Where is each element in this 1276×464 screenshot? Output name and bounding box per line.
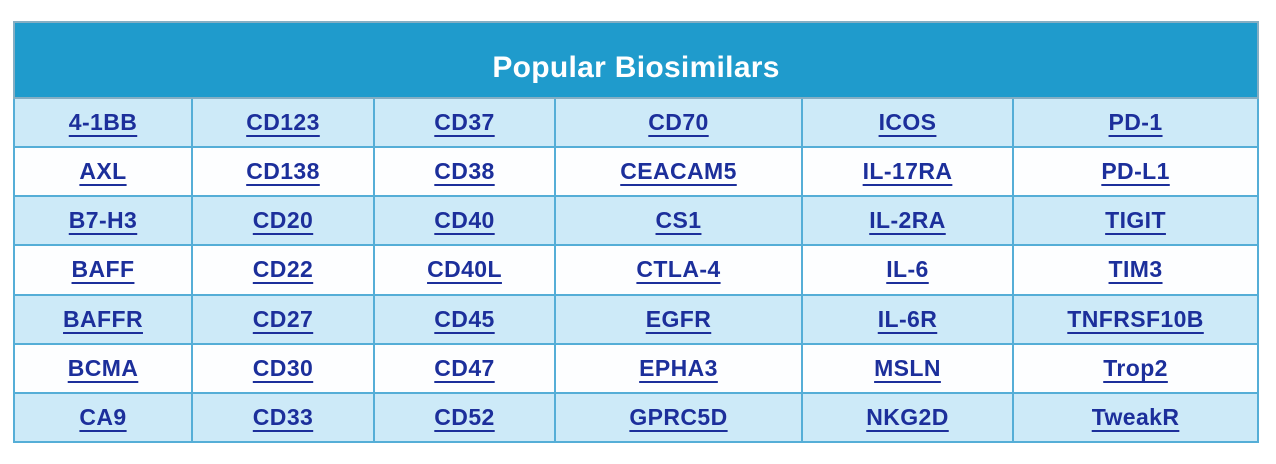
biosimilar-link-tim3[interactable]: TIM3 (1108, 256, 1163, 283)
table-row: AXL CD138 CD38 CEACAM5 IL-17RA PD-L1 (13, 146, 1260, 198)
biosimilar-link-4-1bb[interactable]: 4-1BB (68, 109, 138, 136)
biosimilar-link-pd-1[interactable]: PD-1 (1108, 109, 1163, 136)
biosimilar-link-b7-h3[interactable]: B7-H3 (68, 207, 138, 234)
table-cell: CD30 (191, 342, 375, 394)
table-cell: CD47 (373, 342, 556, 394)
table-cell: B7-H3 (13, 195, 193, 247)
biosimilar-link-cd40l[interactable]: CD40L (427, 256, 502, 283)
biosimilar-link-trop2[interactable]: Trop2 (1103, 354, 1168, 381)
biosimilar-link-tweakr[interactable]: TweakR (1091, 403, 1180, 430)
biosimilar-link-il-2ra[interactable]: IL-2RA (869, 207, 946, 234)
biosimilar-link-cd52[interactable]: CD52 (434, 403, 495, 430)
biosimilar-link-bcma[interactable]: BCMA (67, 354, 139, 381)
table-title: Popular Biosimilars (12, 21, 1260, 99)
biosimilar-link-ctla-4[interactable]: CTLA-4 (636, 256, 721, 283)
table-cell: CTLA-4 (554, 244, 803, 296)
table-cell: CS1 (554, 195, 803, 247)
table-cell: CD123 (191, 96, 375, 149)
table-cell: CD40L (373, 244, 556, 296)
biosimilar-link-cd138[interactable]: CD138 (246, 158, 320, 185)
biosimilar-link-baffr[interactable]: BAFFR (63, 305, 143, 332)
table-cell: CD27 (191, 293, 375, 345)
table-header-row: Popular Biosimilars (12, 21, 1260, 99)
table-cell: CD37 (373, 96, 556, 149)
biosimilar-link-cd22[interactable]: CD22 (252, 256, 314, 283)
table-cell: ICOS (801, 96, 1014, 149)
table-cell: CA9 (13, 391, 193, 444)
biosimilar-link-tnfrsf10b[interactable]: TNFRSF10B (1067, 305, 1204, 332)
table-row: B7-H3 CD20 CD40 CS1 IL-2RA TIGIT (13, 195, 1260, 247)
table-cell: EGFR (554, 293, 803, 345)
biosimilar-link-tigit[interactable]: TIGIT (1105, 207, 1166, 234)
biosimilar-link-il-6r[interactable]: IL-6R (877, 305, 938, 332)
table-cell: IL-6 (801, 244, 1014, 296)
table-cell: TIM3 (1011, 244, 1260, 296)
table-cell: CD70 (554, 96, 803, 149)
table-cell: CD138 (191, 146, 375, 198)
biosimilar-link-il-17ra[interactable]: IL-17RA (862, 158, 953, 185)
table-cell: CD22 (191, 244, 375, 296)
biosimilar-link-pd-l1[interactable]: PD-L1 (1101, 158, 1170, 185)
table-cell: CEACAM5 (554, 146, 803, 198)
biosimilar-link-cd27[interactable]: CD27 (252, 305, 314, 332)
table-cell: TweakR (1011, 391, 1260, 444)
biosimilar-link-ceacam5[interactable]: CEACAM5 (620, 158, 737, 185)
biosimilar-link-cd33[interactable]: CD33 (252, 403, 314, 430)
biosimilar-link-epha3[interactable]: EPHA3 (639, 354, 718, 381)
table-cell: IL-2RA (801, 195, 1014, 247)
table-cell: NKG2D (801, 391, 1014, 444)
biosimilar-link-cd40[interactable]: CD40 (434, 207, 495, 234)
table-cell: CD38 (373, 146, 556, 198)
table-cell: CD40 (373, 195, 556, 247)
table-cell: BAFFR (13, 293, 193, 345)
biosimilar-link-cd45[interactable]: CD45 (434, 305, 495, 332)
table-cell: CD52 (373, 391, 556, 444)
biosimilar-link-cd47[interactable]: CD47 (434, 354, 495, 381)
biosimilar-link-cd37[interactable]: CD37 (434, 109, 495, 136)
biosimilar-link-cd30[interactable]: CD30 (252, 354, 314, 381)
table-cell: BCMA (13, 342, 193, 394)
table-cell: TIGIT (1011, 195, 1260, 247)
biosimilar-link-cd123[interactable]: CD123 (246, 109, 320, 136)
table-cell: IL-17RA (801, 146, 1014, 198)
table-cell: Trop2 (1011, 342, 1260, 394)
table-cell: GPRC5D (554, 391, 803, 444)
table-cell: MSLN (801, 342, 1014, 394)
biosimilar-link-egfr[interactable]: EGFR (645, 305, 712, 332)
table-row: BAFFR CD27 CD45 EGFR IL-6R TNFRSF10B (13, 293, 1260, 345)
table-cell: BAFF (13, 244, 193, 296)
table-row: 4-1BB CD123 CD37 CD70 ICOS PD-1 (13, 96, 1260, 149)
table-row: BAFF CD22 CD40L CTLA-4 IL-6 TIM3 (13, 244, 1260, 296)
table-cell: AXL (13, 146, 193, 198)
table-cell: PD-L1 (1011, 146, 1260, 198)
biosimilar-link-nkg2d[interactable]: NKG2D (866, 403, 949, 430)
biosimilar-link-cd70[interactable]: CD70 (648, 109, 709, 136)
biosimilar-link-ca9[interactable]: CA9 (79, 403, 127, 430)
table-cell: CD33 (191, 391, 375, 444)
table-cell: PD-1 (1011, 96, 1260, 149)
table-cell: CD45 (373, 293, 556, 345)
biosimilar-link-gprc5d[interactable]: GPRC5D (629, 403, 728, 430)
biosimilar-link-icos[interactable]: ICOS (878, 109, 937, 136)
table-cell: EPHA3 (554, 342, 803, 394)
table-cell: TNFRSF10B (1011, 293, 1260, 345)
biosimilar-link-baff[interactable]: BAFF (71, 256, 135, 283)
biosimilar-link-il-6[interactable]: IL-6 (886, 256, 929, 283)
table-row: CA9 CD33 CD52 GPRC5D NKG2D TweakR (13, 391, 1260, 444)
biosimilar-link-msln[interactable]: MSLN (874, 354, 941, 381)
biosimilar-link-axl[interactable]: AXL (79, 158, 127, 185)
table-cell: CD20 (191, 195, 375, 247)
table-cell: IL-6R (801, 293, 1014, 345)
biosimilar-link-cd38[interactable]: CD38 (434, 158, 495, 185)
biosimilar-link-cs1[interactable]: CS1 (655, 207, 702, 234)
biosimilars-table: Popular Biosimilars 4-1BB CD123 CD37 CD7… (12, 21, 1260, 444)
table-row: BCMA CD30 CD47 EPHA3 MSLN Trop2 (13, 342, 1260, 394)
biosimilar-link-cd20[interactable]: CD20 (252, 207, 314, 234)
table-cell: 4-1BB (13, 96, 193, 149)
